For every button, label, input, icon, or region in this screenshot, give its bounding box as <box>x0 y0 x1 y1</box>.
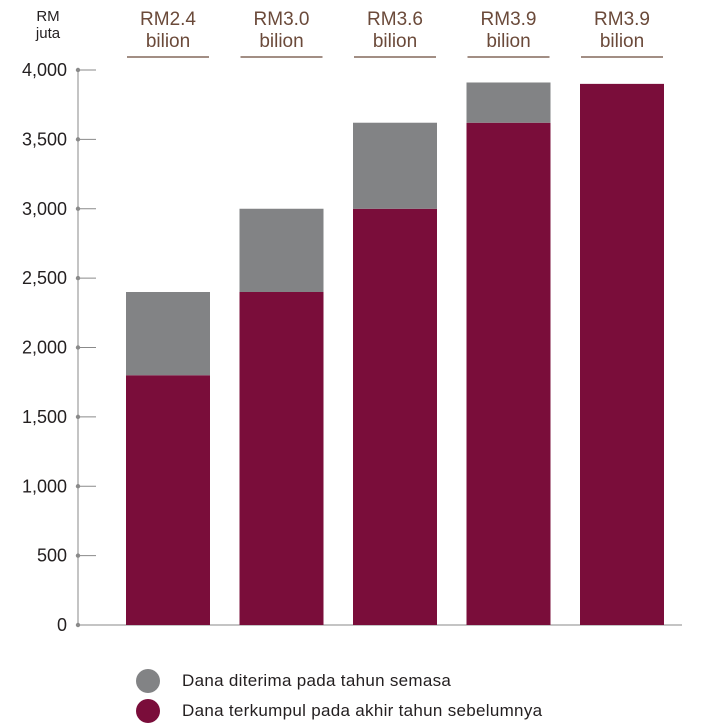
y-tick-label: 1,500 <box>22 407 67 427</box>
legend-label: Dana diterima pada tahun semasa <box>182 671 452 690</box>
y-axis-unit-line-1: RM <box>36 8 60 25</box>
y-tick-label: 1,000 <box>22 476 67 496</box>
total-annotation-amount: RM3.0 <box>254 9 310 30</box>
stacked-bar-chart: 0 500 1,000 1,500 2,000 2,500 3,000 3,500 4,000 2… <box>22 9 682 640</box>
bar-2016-series-0 <box>466 122 551 625</box>
total-annotation-unit: bilion <box>600 31 644 52</box>
y-axis-unit-label: RM juta <box>22 8 74 42</box>
x-tick-label: 2013 <box>148 637 188 640</box>
bar-2014-series-0 <box>239 292 324 625</box>
x-tick-label: 2017 <box>602 637 642 640</box>
y-tick-label: 0 <box>57 615 67 635</box>
bar-2013-series-1 <box>126 292 210 376</box>
legend-label: Dana terkumpul pada akhir tahun sebelumn… <box>182 701 543 720</box>
legend-swatch <box>136 699 160 723</box>
bar-2013-series-0 <box>126 375 210 625</box>
bar-2015-series-0 <box>353 208 437 625</box>
bar-2014-series-1 <box>239 208 324 292</box>
y-tick-label: 2,500 <box>22 268 67 288</box>
x-tick-label: 2014 <box>261 637 301 640</box>
total-annotation-unit: bilion <box>146 31 190 52</box>
y-tick-label: 3,500 <box>22 129 67 149</box>
bar-2016-series-1 <box>466 82 551 123</box>
total-annotation-amount: RM3.6 <box>367 9 423 30</box>
x-tick-label: 2015 <box>375 637 415 640</box>
bar-2017-series-0 <box>580 83 664 625</box>
total-annotation-unit: bilion <box>373 31 417 52</box>
total-annotation-amount: RM2.4 <box>140 9 196 30</box>
legend-item: Dana diterima pada tahun semasa <box>136 666 542 696</box>
y-tick-label: 500 <box>37 546 67 566</box>
y-tick-label: 4,000 <box>22 60 67 80</box>
bar-2015-series-1 <box>353 122 437 209</box>
y-tick-label: 2,000 <box>22 338 67 358</box>
x-tick-label: 2016 <box>488 637 528 640</box>
legend-swatch <box>136 669 160 693</box>
legend-item: Dana terkumpul pada akhir tahun sebelumn… <box>136 696 542 726</box>
y-tick-label: 3,000 <box>22 199 67 219</box>
chart-legend: Dana diterima pada tahun semasa Dana terk… <box>136 666 542 726</box>
total-annotation-amount: RM3.9 <box>481 9 537 30</box>
y-axis-unit-line-2: juta <box>35 25 61 42</box>
total-annotation-amount: RM3.9 <box>594 9 650 30</box>
total-annotation-unit: bilion <box>259 31 303 52</box>
total-annotation-unit: bilion <box>486 31 530 52</box>
